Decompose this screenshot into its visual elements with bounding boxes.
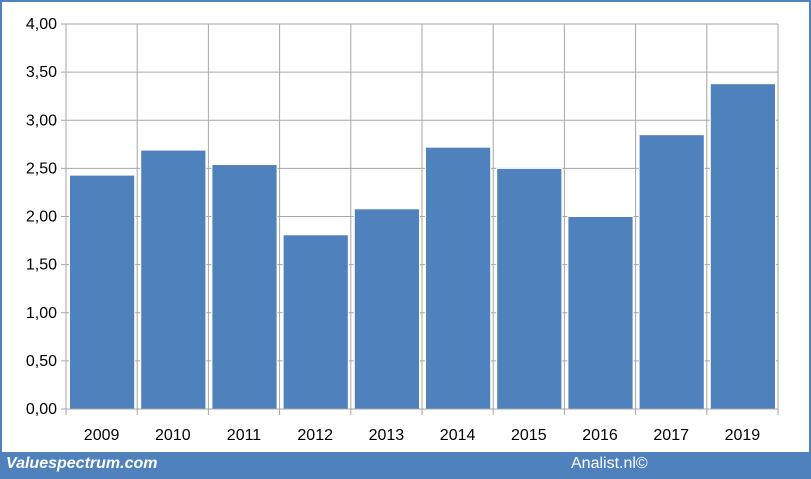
y-tick-label: 0,50: [26, 353, 57, 370]
bar-2017: [638, 134, 705, 410]
y-tick-label: 3,00: [26, 112, 57, 129]
footer-brand: Valuespectrum.com: [6, 455, 158, 472]
bar-2013: [353, 208, 420, 410]
footer-bar: [0, 452, 811, 479]
x-tick-label: 2010: [155, 427, 191, 444]
axes: [61, 23, 778, 410]
bar-2019: [709, 83, 776, 410]
x-tick-label: 2009: [84, 427, 120, 444]
y-tick-label: 1,50: [26, 257, 57, 274]
x-tick-label: 2015: [511, 427, 547, 444]
bar-2009: [69, 174, 136, 410]
bar-2012: [282, 234, 349, 410]
x-tick-label: 2019: [725, 427, 761, 444]
bar-2010: [140, 149, 207, 410]
x-tick-label: 2014: [440, 427, 476, 444]
y-tick-label: 0,00: [26, 401, 57, 418]
y-tick-label: 2,50: [26, 160, 57, 177]
x-tick-label: 2013: [369, 427, 405, 444]
y-tick-label: 3,50: [26, 64, 57, 81]
bar-2016: [567, 216, 634, 410]
y-tick-label: 1,00: [26, 305, 57, 322]
bars: [69, 83, 776, 410]
bar-2014: [425, 146, 492, 410]
footer-source: Analist.nl©: [571, 455, 648, 472]
x-tick-label: 2012: [297, 427, 333, 444]
x-tick-label: 2011: [227, 427, 262, 444]
x-tick-labels: 2009 2010 2011 2012 2013 2014 2015 2016 2017 2019: [84, 427, 760, 444]
y-tick-label: 2,00: [26, 209, 57, 226]
y-tick-label: 4,00: [26, 16, 57, 33]
bar-2015: [496, 167, 563, 410]
y-tick-labels: 0,00 0,50 1,00 1,50 2,00 2,50 3,00 3,50 4,00: [26, 16, 57, 418]
x-tick-label: 2016: [582, 427, 618, 444]
x-tick-label: 2017: [653, 427, 689, 444]
bar-2011: [211, 164, 278, 410]
